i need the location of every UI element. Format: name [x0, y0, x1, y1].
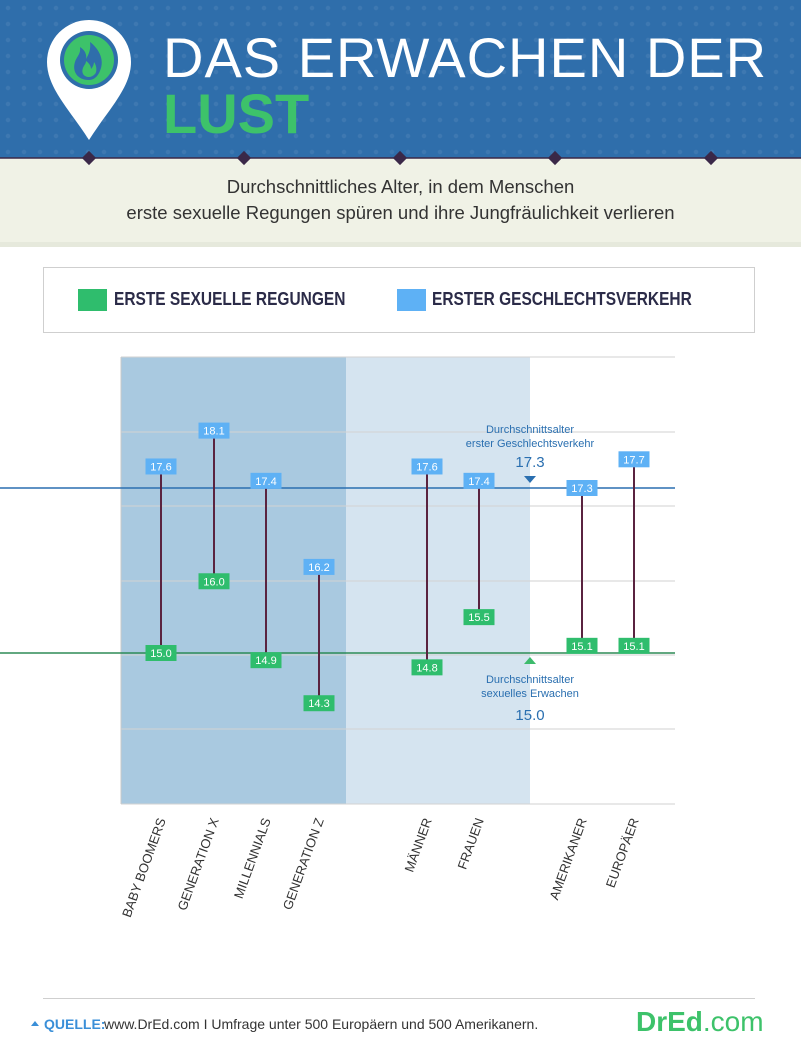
- data-label-box: [303, 695, 335, 712]
- subtitle-line1: Durchschnittliches Alter, in dem Mensche…: [226, 176, 575, 197]
- divider-line: [0, 150, 801, 166]
- data-label-box: [145, 645, 177, 661]
- data-label-box: [198, 422, 230, 439]
- brand-main: DrEd: [636, 1006, 703, 1037]
- legend-label-erste-regungen: ERSTE SEXUELLE REGUNGEN: [114, 289, 346, 309]
- data-label-geschlechtsverkehr: 17.4: [255, 476, 276, 488]
- annotation-label: Durchschnittsalter: [486, 424, 574, 436]
- data-label-erste-regungen: 15.5: [468, 612, 489, 624]
- arrow-up-icon: [31, 1021, 39, 1026]
- data-label-erste-regungen: 15.1: [571, 641, 592, 653]
- category-label: FRAUEN: [454, 816, 486, 871]
- annotation-label: erster Geschlechtsverkehr: [466, 438, 595, 450]
- arrow-up-icon: [524, 657, 536, 664]
- category-label: GENERATION X: [174, 816, 221, 913]
- brand-tld: .com: [702, 1006, 764, 1037]
- data-label-geschlechtsverkehr: 17.3: [571, 483, 592, 495]
- header-banner: DAS ERWACHEN DER LUST: [0, 0, 801, 158]
- range-chart: 15.0 17.6 BABY BOOMERS 16.0 18.1 GENERATION X…: [0, 356, 675, 920]
- subtitle-line2: erste sexuelle Regungen spüren und ihre …: [126, 202, 675, 223]
- category-label: MILLENNIALS: [231, 816, 274, 901]
- flame-pin-icon: [47, 20, 131, 140]
- chart-legend: ERSTE SEXUELLE REGUNGEN ERSTER GESCHLECH…: [43, 267, 755, 333]
- subtitle-bar: Durchschnittliches Alter, in dem Mensche…: [0, 158, 801, 247]
- arrow-down-icon: [524, 476, 536, 483]
- header-pattern: [0, 0, 801, 158]
- annotation-value: 15.0: [515, 707, 544, 724]
- data-label-erste-regungen: 14.8: [416, 662, 437, 674]
- category-label: EUROPÄER: [603, 816, 642, 890]
- page-title-line2: LUST: [163, 82, 310, 145]
- data-label-geschlechtsverkehr: 17.6: [150, 461, 171, 473]
- page-title-line1: DAS ERWACHEN DER: [163, 26, 768, 89]
- dred-logo: DrEd.com: [636, 1006, 764, 1038]
- category-label: AMERIKANER: [546, 816, 589, 902]
- data-label-box: [463, 609, 495, 626]
- data-label-geschlechtsverkehr: 16.2: [308, 562, 329, 574]
- data-label-erste-regungen: 16.0: [203, 576, 224, 588]
- data-label-box: [463, 472, 495, 489]
- data-label-geschlechtsverkehr: 18.1: [203, 426, 224, 438]
- annotation-label: sexuelles Erwachen: [481, 688, 579, 700]
- data-label-box: [250, 652, 282, 669]
- category-label: GENERATION Z: [280, 816, 327, 912]
- category-label: MÄNNER: [401, 816, 434, 874]
- legend-swatch-erste-regungen: [78, 289, 107, 311]
- data-label-box: [618, 637, 650, 654]
- data-label-erste-regungen: 14.9: [255, 655, 276, 667]
- data-label-box: [618, 451, 650, 468]
- data-label-box: [198, 573, 230, 590]
- data-label-box: [250, 472, 282, 489]
- data-label-box: [411, 458, 443, 475]
- data-label-erste-regungen: 15.0: [150, 648, 171, 660]
- data-label-geschlechtsverkehr: 17.4: [468, 476, 489, 488]
- source-label: QUELLE:: [44, 1016, 106, 1032]
- annotation-value: 17.3: [515, 454, 544, 471]
- legend-swatch-geschlechtsverkehr: [397, 289, 426, 311]
- legend-label-geschlechtsverkehr: ERSTER GESCHLECHTSVERKEHR: [432, 289, 692, 309]
- annotation-label: Durchschnittsalter: [486, 674, 574, 686]
- data-label-box: [566, 637, 598, 654]
- data-label-box: [303, 558, 335, 575]
- category-label: BABY BOOMERS: [119, 816, 169, 920]
- data-label-box: [411, 659, 443, 676]
- data-label-geschlechtsverkehr: 17.6: [416, 461, 437, 473]
- data-label-box: [145, 458, 177, 475]
- data-label-erste-regungen: 14.3: [308, 698, 329, 710]
- data-label-box: [566, 480, 598, 496]
- data-label-erste-regungen: 15.1: [623, 641, 644, 653]
- data-label-geschlechtsverkehr: 17.7: [623, 454, 644, 466]
- footer-divider: [43, 998, 755, 999]
- source-text: www.DrEd.com I Umfrage unter 500 Europäe…: [104, 1016, 539, 1032]
